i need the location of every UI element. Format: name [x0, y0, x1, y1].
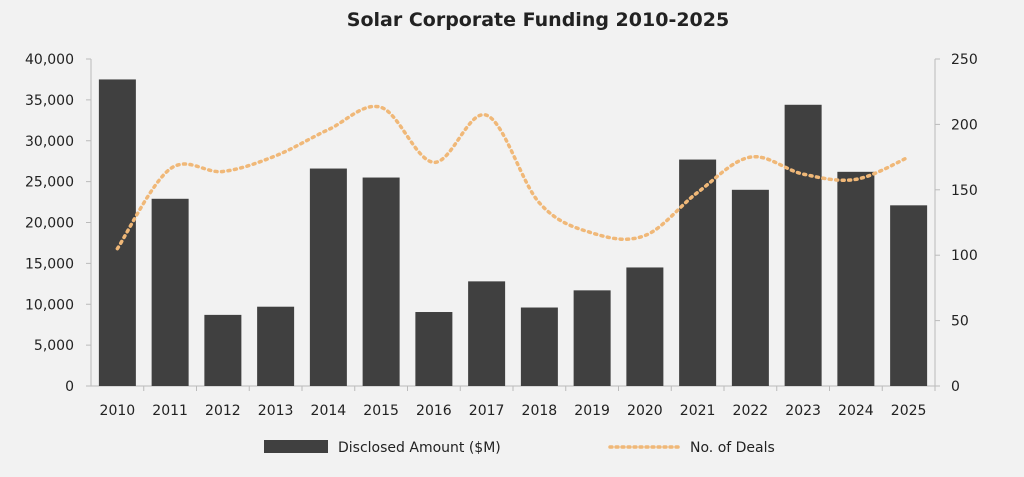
left-tick-label: 10,000: [25, 297, 74, 313]
x-tick-label: 2017: [469, 403, 505, 419]
bar-2016: [415, 312, 453, 386]
chart-title: Solar Corporate Funding 2010-2025: [347, 9, 729, 31]
bar-2019: [573, 290, 611, 386]
legend: Disclosed Amount ($M) No. of Deals: [264, 440, 775, 456]
x-tick-label: 2021: [680, 403, 716, 419]
bar-2015: [362, 177, 400, 386]
x-tick-label: 2018: [522, 403, 558, 419]
right-tick-label: 100: [951, 248, 978, 264]
right-tick-label: 200: [951, 117, 978, 133]
legend-label-bar: Disclosed Amount ($M): [338, 440, 501, 456]
x-tick-label: 2025: [891, 403, 927, 419]
x-tick-label: 2022: [733, 403, 769, 419]
bar-2011: [151, 198, 189, 386]
bar-2025: [890, 205, 928, 386]
right-tick-label: 250: [951, 52, 978, 68]
left-tick-label: 5,000: [34, 338, 74, 354]
bar-2021: [679, 159, 717, 386]
bar-2024: [837, 171, 875, 386]
right-tick-label: 0: [951, 379, 960, 395]
x-tick-label: 2019: [574, 403, 610, 419]
x-tick-label: 2023: [785, 403, 821, 419]
bar-2018: [520, 307, 558, 386]
bar-2013: [257, 306, 295, 386]
left-tick-label: 20,000: [25, 216, 74, 232]
x-tick-label: 2013: [258, 403, 294, 419]
bar-2010: [98, 79, 136, 386]
left-tick-label: 15,000: [25, 256, 74, 272]
right-tick-label: 50: [951, 314, 969, 330]
x-tick-label: 2011: [152, 403, 188, 419]
x-tick-label: 2014: [311, 403, 347, 419]
bar-2017: [468, 281, 506, 386]
bar-2014: [309, 168, 347, 386]
bar-2023: [784, 104, 822, 386]
x-tick-label: 2016: [416, 403, 452, 419]
x-tick-label: 2020: [627, 403, 663, 419]
bar-2022: [731, 189, 769, 386]
x-tick-label: 2012: [205, 403, 241, 419]
left-tick-label: 25,000: [25, 175, 74, 191]
right-tick-label: 150: [951, 183, 978, 199]
legend-label-line: No. of Deals: [690, 440, 775, 456]
legend-swatch-bar: [264, 440, 328, 453]
left-tick-label: 30,000: [25, 134, 74, 150]
left-tick-label: 0: [65, 379, 74, 395]
bar-2012: [204, 314, 242, 386]
bar-2020: [626, 267, 664, 386]
deals-line: [115, 104, 911, 251]
x-tick-label: 2010: [100, 403, 136, 419]
x-tick-label: 2015: [363, 403, 399, 419]
left-tick-label: 40,000: [25, 52, 74, 68]
left-tick-label: 35,000: [25, 93, 74, 109]
x-tick-label: 2024: [838, 403, 874, 419]
